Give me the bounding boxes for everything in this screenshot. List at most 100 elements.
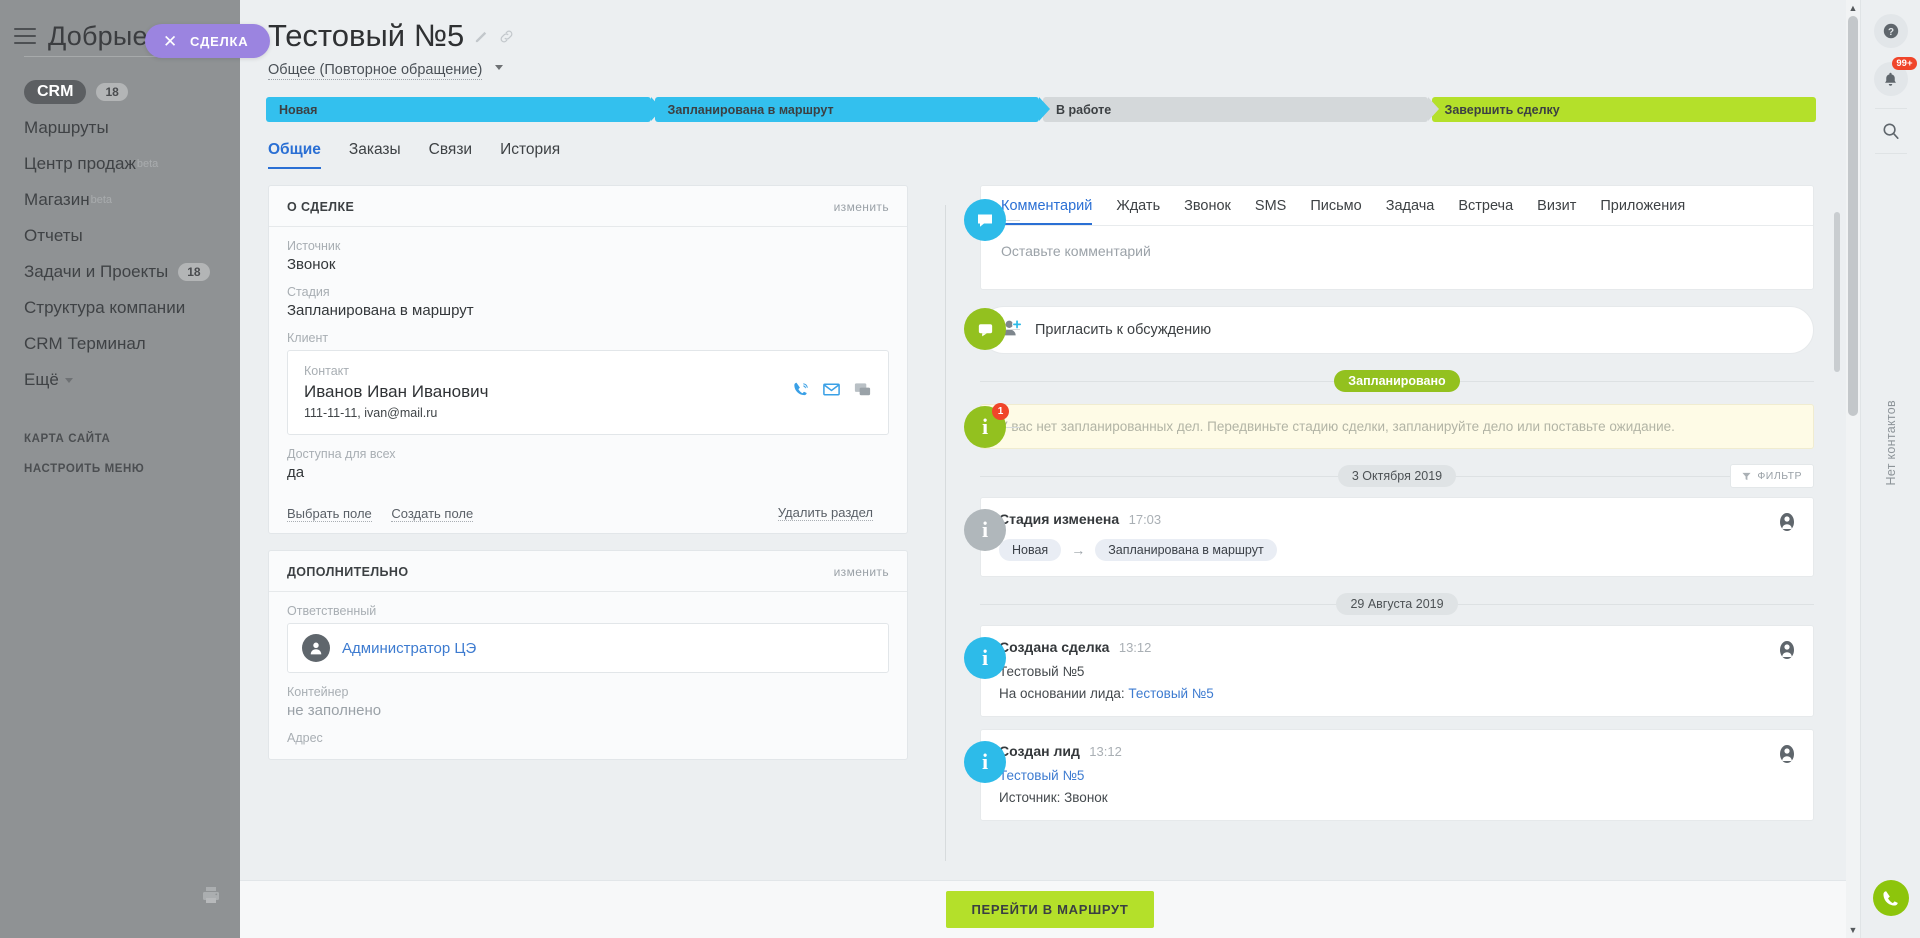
field-label-public: Доступна для всех <box>287 447 396 461</box>
tab-svyazi[interactable]: Связи <box>429 141 472 169</box>
owner-name-link[interactable]: Администратор ЦЭ <box>342 639 477 657</box>
call-button[interactable] <box>1872 880 1909 916</box>
composer-panel: Комментарий Ждать Звонок SMS Письмо Зада… <box>980 185 1814 290</box>
stage-item-complete-deal[interactable]: Завершить сделку <box>1431 97 1816 122</box>
select-field-link[interactable]: Выбрать поле <box>287 505 372 522</box>
field-value-public: да <box>287 464 305 481</box>
notifications-button[interactable]: 99+ <box>1873 57 1917 96</box>
hamburger-menu-icon[interactable] <box>14 28 36 44</box>
sidebar-item-crm-terminal[interactable]: CRM Терминал <box>0 326 240 362</box>
stage-pipeline: Новая Запланирована в маршрут В работе З… <box>266 97 1816 122</box>
mail-icon[interactable] <box>822 380 841 404</box>
content-columns: О СДЕЛКЕ изменить Источник Звонок Стадия… <box>268 185 1814 861</box>
filter-button[interactable]: ФИЛЬТР <box>1730 464 1814 488</box>
feed-tab-label: Задача <box>1385 198 1435 214</box>
help-button[interactable]: ? <box>1873 14 1908 48</box>
event-author-avatar[interactable] <box>1777 744 1797 764</box>
feed-tab-wait[interactable]: Ждать <box>1116 198 1160 225</box>
deal-category-selector[interactable]: Общее (Повторное обращение) <box>268 62 483 80</box>
link-icon[interactable] <box>499 29 514 44</box>
feed-scrollbar[interactable] <box>1834 212 1840 837</box>
invite-node-icon <box>964 308 1006 350</box>
event-stage-change-row: Новая → Запланирована в маршрут <box>999 539 1795 561</box>
deal-tabs: Общие Заказы Связи История <box>268 141 1814 169</box>
phone-icon[interactable] <box>792 381 810 404</box>
composer-node-icon <box>964 199 1006 241</box>
left-column: О СДЕЛКЕ изменить Источник Звонок Стадия… <box>268 185 908 835</box>
pencil-icon[interactable] <box>474 29 489 44</box>
feed-scrollbar-thumb[interactable] <box>1834 212 1840 372</box>
event-card: Создана сделка 13:12 Тестовый №5 На осно… <box>980 625 1814 717</box>
delete-section-link[interactable]: Удалить раздел <box>777 505 873 521</box>
feed-tab-label: Комментарий <box>1001 198 1093 214</box>
search-button[interactable] <box>1861 121 1920 141</box>
create-field-link[interactable]: Создать поле <box>391 505 474 522</box>
feed-tab-call[interactable]: Звонок <box>1184 198 1231 225</box>
page-title-row: Тестовый №5 <box>268 18 1814 54</box>
feed-tab-apps[interactable]: Приложения <box>1600 198 1685 225</box>
tab-zakazy[interactable]: Заказы <box>349 141 401 169</box>
chat-icon[interactable] <box>853 380 872 404</box>
sidebar-item-tasks-projects[interactable]: Задачи и Проекты 18 <box>0 254 240 290</box>
page-scrollbar[interactable]: ▲ ▼ <box>1846 0 1860 938</box>
lead-link[interactable]: Тестовый №5 <box>999 768 1085 783</box>
feed-composer-block: Комментарий Ждать Звонок SMS Письмо Зада… <box>964 185 1814 290</box>
feed-tab-meeting[interactable]: Встреча <box>1458 198 1513 225</box>
additional-card-edit-link[interactable]: изменить <box>833 565 889 579</box>
tab-label: История <box>500 141 561 158</box>
sidebar-item-routes[interactable]: Маршруты <box>0 110 240 146</box>
stage-item-novaya[interactable]: Новая <box>266 97 661 122</box>
feed-tab-visit[interactable]: Визит <box>1537 198 1576 225</box>
go-to-route-button[interactable]: ПЕРЕЙТИ В МАРШРУТ <box>945 891 1155 928</box>
sidebar-item-sales-center[interactable]: Центр продаж beta <box>0 146 240 182</box>
tab-istoriya[interactable]: История <box>500 141 560 169</box>
sidebar-item-shop[interactable]: Магазин beta <box>0 182 240 218</box>
event-title: Создан лид <box>999 743 1080 759</box>
sidebar-item-reports[interactable]: Отчеты <box>0 218 240 254</box>
sidebar-item-label: CRM <box>24 80 87 104</box>
feed-event-stage-change: i Стадия изменена 17:03 Новая → Запл <box>964 497 1814 577</box>
event-author-avatar[interactable] <box>1777 512 1797 532</box>
no-contacts-label: Нет контактов <box>1883 400 1898 486</box>
comment-input[interactable]: Оставьте комментарий <box>1001 243 1151 259</box>
page-subtitle-row[interactable]: Общее (Повторное обращение) <box>268 54 1814 80</box>
stage-item-planned-route[interactable]: Запланирована в маршрут <box>654 97 1050 122</box>
contact-card[interactable]: Контакт Иванов Иван Иванович 111-11-11, … <box>287 350 889 435</box>
close-deal-button[interactable]: ✕ СДЕЛКА <box>145 24 271 58</box>
event-header: Создан лид 13:12 <box>999 743 1795 761</box>
sidebar-link-configure-menu[interactable]: НАСТРОИТЬ МЕНЮ <box>24 463 145 475</box>
event-node-icon: i <box>964 637 1006 679</box>
notification-count-badge: 99+ <box>1892 57 1917 70</box>
sidebar-link-sitemap[interactable]: КАРТА САЙТА <box>24 433 111 445</box>
avatar <box>302 634 330 662</box>
feed-tab-sms[interactable]: SMS <box>1255 198 1286 225</box>
stage-item-in-progress[interactable]: В работе <box>1043 97 1438 122</box>
lead-link[interactable]: Тестовый №5 <box>1128 686 1214 701</box>
event-line: Источник: Звонок <box>999 790 1108 805</box>
contact-label: Контакт <box>304 364 350 378</box>
scroll-down-arrow-icon[interactable]: ▼ <box>1848 925 1858 935</box>
additional-card: ДОПОЛНИТЕЛЬНО изменить Ответственный Адм… <box>268 550 908 760</box>
tab-obschie[interactable]: Общие <box>268 141 321 169</box>
sidebar-item-crm[interactable]: CRM 18 <box>0 74 240 110</box>
planned-divider: Запланировано <box>980 366 1814 396</box>
page-scrollbar-thumb[interactable] <box>1848 16 1858 416</box>
feed-tab-comment[interactable]: Комментарий <box>1001 198 1093 225</box>
sidebar-item-company-structure[interactable]: Структура компании <box>0 290 240 326</box>
arrow-right-icon: → <box>1071 542 1086 558</box>
sidebar-item-more[interactable]: Ещё <box>0 362 240 398</box>
invite-to-discussion-button[interactable]: Пригласить к обсуждению <box>980 306 1814 354</box>
event-author-avatar[interactable] <box>1777 640 1797 660</box>
event-card: Создан лид 13:12 Тестовый №5 Источник: З… <box>980 729 1814 821</box>
feed-tab-task[interactable]: Задача <box>1386 198 1435 225</box>
feed-tab-label: Звонок <box>1184 198 1231 214</box>
feed-tab-letter[interactable]: Письмо <box>1310 198 1361 225</box>
page-scrollbar-track[interactable] <box>1846 16 1860 922</box>
sidebar-spacer <box>0 398 240 424</box>
owner-box[interactable]: Администратор ЦЭ <box>287 623 889 673</box>
tab-label: Связи <box>428 141 473 158</box>
scroll-up-arrow-icon[interactable]: ▲ <box>1848 3 1858 13</box>
about-card-edit-link[interactable]: изменить <box>833 200 889 214</box>
printer-icon[interactable] <box>200 885 222 910</box>
